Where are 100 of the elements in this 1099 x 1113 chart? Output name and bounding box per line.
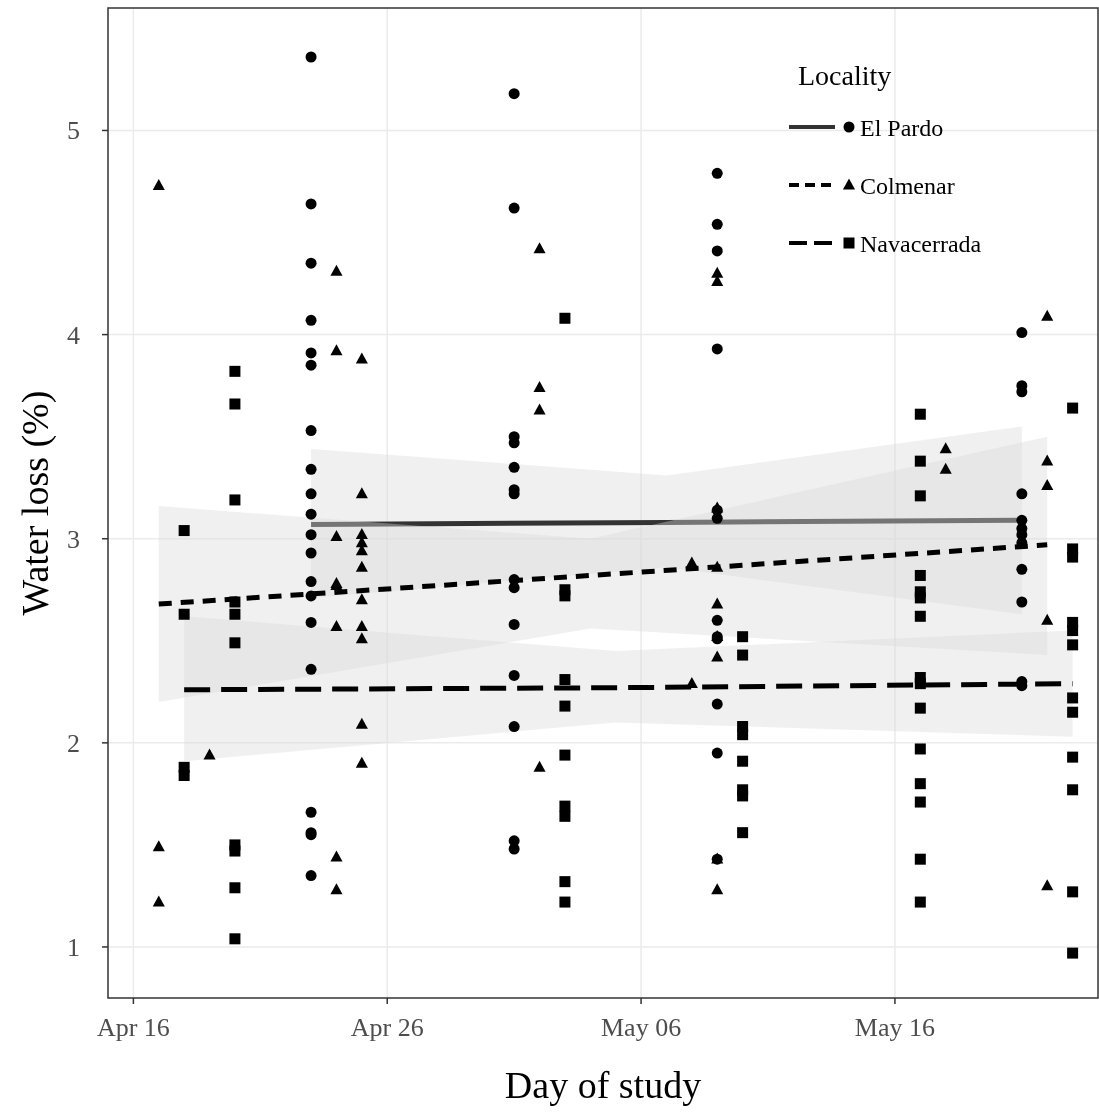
point [508, 843, 520, 855]
point [914, 796, 926, 808]
point [914, 853, 926, 865]
point [914, 743, 926, 755]
point [711, 597, 724, 609]
point [508, 202, 520, 214]
point [305, 347, 317, 359]
x-axis-title: Day of study [504, 1064, 702, 1106]
point [1067, 886, 1079, 898]
point [914, 702, 926, 714]
point [305, 590, 317, 602]
point [939, 442, 952, 454]
point [508, 618, 520, 630]
legend-label: El Pardo [860, 115, 944, 141]
point [939, 462, 952, 474]
point [305, 806, 317, 818]
point [559, 590, 571, 602]
point [914, 778, 926, 790]
point [533, 403, 546, 415]
point [508, 461, 520, 473]
point [1041, 879, 1054, 891]
point [711, 245, 723, 257]
point [914, 455, 926, 467]
point [1067, 706, 1079, 718]
point [533, 760, 546, 772]
point [305, 359, 317, 371]
point [711, 650, 724, 662]
legend-label: Colmenar [860, 173, 955, 199]
point [1016, 488, 1028, 500]
x-tick-label: May 16 [854, 1013, 936, 1042]
point [559, 896, 571, 908]
point [737, 631, 749, 643]
point [914, 408, 926, 420]
point [1041, 613, 1054, 625]
point [1067, 692, 1079, 704]
point [1067, 625, 1079, 637]
point [1016, 596, 1028, 608]
point [914, 610, 926, 622]
point [152, 178, 165, 190]
point [1067, 551, 1079, 563]
point [229, 365, 241, 377]
point [711, 883, 724, 895]
point [737, 827, 749, 839]
point [178, 525, 190, 537]
point [355, 756, 368, 768]
point [355, 593, 368, 605]
point [305, 463, 317, 475]
point [508, 721, 520, 733]
point [305, 529, 317, 541]
point [737, 755, 749, 767]
point [330, 850, 343, 862]
point [559, 749, 571, 761]
point [305, 508, 317, 520]
point [711, 266, 724, 278]
point [914, 896, 926, 908]
point [330, 530, 343, 542]
point [229, 933, 241, 945]
point [711, 343, 723, 355]
point [305, 547, 317, 559]
point [305, 663, 317, 675]
point [355, 560, 368, 572]
point [737, 790, 749, 802]
point [305, 314, 317, 326]
y-tick-label: 5 [67, 116, 80, 146]
point [229, 637, 241, 649]
point [229, 398, 241, 410]
point [1067, 947, 1079, 959]
point [559, 674, 571, 686]
y-tick-label: 3 [67, 524, 80, 554]
point [355, 528, 368, 540]
point [203, 748, 216, 760]
point [355, 487, 368, 499]
point [559, 312, 571, 324]
x-tick-label: Apr 26 [350, 1013, 424, 1042]
point [305, 198, 317, 210]
point [305, 488, 317, 500]
point [330, 264, 343, 276]
point [559, 800, 571, 812]
point [1067, 639, 1079, 651]
point [533, 242, 546, 254]
point [305, 425, 317, 437]
point [330, 344, 343, 356]
point [737, 649, 749, 661]
point [914, 678, 926, 690]
point [229, 845, 241, 857]
point [152, 895, 165, 907]
point [152, 840, 165, 852]
point [1041, 454, 1054, 466]
point [737, 729, 749, 741]
point [559, 810, 571, 822]
point [305, 616, 317, 628]
x-tick-label: May 06 [600, 1013, 682, 1042]
point [305, 870, 317, 882]
point [305, 576, 317, 588]
x-tick-label: Apr 16 [96, 1013, 170, 1042]
point [1067, 402, 1079, 414]
point [1067, 784, 1079, 796]
point [1041, 309, 1054, 321]
point [355, 632, 368, 644]
point [355, 619, 368, 631]
